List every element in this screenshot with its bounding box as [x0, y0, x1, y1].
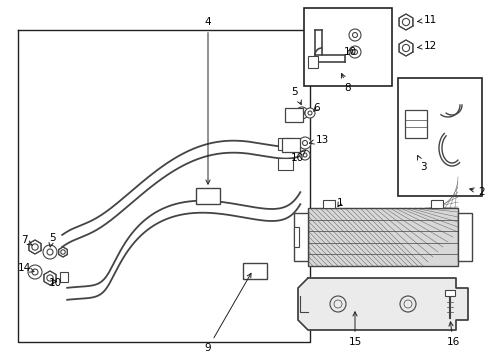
- Bar: [307, 56, 317, 68]
- Circle shape: [305, 108, 314, 118]
- Bar: [278, 138, 292, 150]
- Bar: [397, 78, 481, 196]
- Text: 2: 2: [469, 187, 484, 197]
- Circle shape: [61, 250, 65, 254]
- Text: 10: 10: [290, 150, 305, 163]
- Bar: [444, 290, 454, 296]
- Circle shape: [28, 265, 42, 279]
- Polygon shape: [297, 278, 467, 330]
- Text: 9: 9: [204, 273, 250, 353]
- Bar: [282, 138, 299, 152]
- Bar: [285, 108, 303, 122]
- Text: 8: 8: [341, 73, 350, 93]
- Text: 10: 10: [343, 47, 356, 57]
- Bar: [60, 272, 68, 282]
- Circle shape: [47, 249, 53, 255]
- Polygon shape: [29, 240, 41, 254]
- Circle shape: [307, 111, 311, 115]
- Text: 6: 6: [313, 103, 320, 113]
- Circle shape: [298, 137, 310, 149]
- Circle shape: [352, 49, 357, 54]
- Bar: [404, 110, 426, 138]
- Circle shape: [402, 44, 409, 51]
- Circle shape: [32, 244, 38, 250]
- Bar: [457, 213, 471, 261]
- Bar: [304, 8, 391, 86]
- Text: 13: 13: [309, 135, 328, 145]
- Circle shape: [47, 275, 53, 281]
- Circle shape: [402, 18, 409, 26]
- Circle shape: [299, 111, 304, 116]
- Text: 11: 11: [417, 15, 436, 25]
- Circle shape: [43, 245, 57, 259]
- Circle shape: [352, 32, 357, 37]
- Circle shape: [295, 107, 307, 119]
- Text: 3: 3: [417, 156, 426, 172]
- Text: 10: 10: [48, 278, 61, 288]
- Bar: [307, 208, 457, 266]
- Circle shape: [348, 46, 360, 58]
- Bar: [293, 213, 307, 261]
- Circle shape: [299, 150, 309, 160]
- Text: 1: 1: [336, 198, 343, 208]
- Bar: [323, 200, 334, 208]
- Bar: [293, 227, 298, 247]
- Circle shape: [32, 269, 38, 275]
- Text: 5: 5: [291, 87, 301, 104]
- Text: 15: 15: [347, 312, 361, 347]
- Text: 5: 5: [49, 233, 55, 247]
- Polygon shape: [59, 247, 67, 257]
- Circle shape: [303, 153, 306, 157]
- Polygon shape: [398, 40, 412, 56]
- Text: 14: 14: [18, 263, 34, 273]
- Polygon shape: [398, 14, 412, 30]
- Text: 16: 16: [446, 322, 459, 347]
- Text: 7: 7: [20, 235, 32, 246]
- Circle shape: [302, 140, 307, 145]
- Text: 12: 12: [417, 41, 436, 51]
- Bar: [278, 158, 292, 170]
- Bar: [243, 263, 266, 279]
- Circle shape: [348, 29, 360, 41]
- Bar: [196, 188, 220, 204]
- Text: 4: 4: [204, 17, 211, 184]
- Polygon shape: [44, 271, 56, 285]
- Bar: [430, 200, 442, 208]
